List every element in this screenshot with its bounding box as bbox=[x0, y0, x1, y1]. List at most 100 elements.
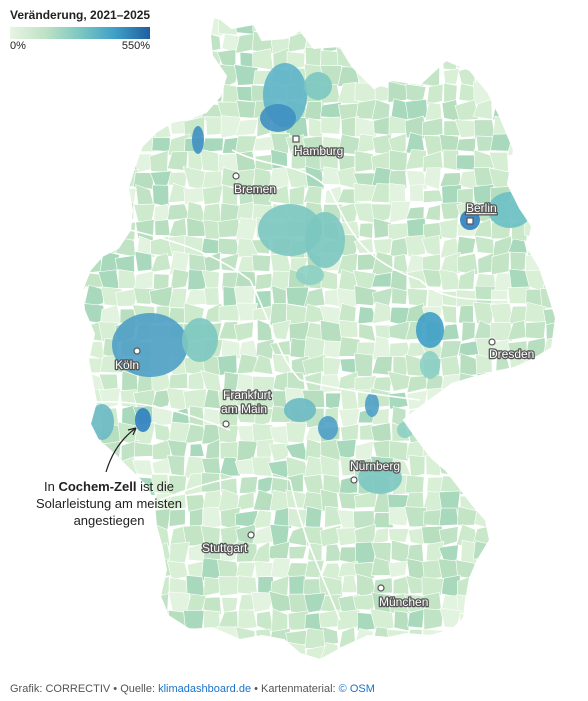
district-region bbox=[0, 253, 16, 270]
district-region bbox=[82, 217, 105, 239]
district-region bbox=[388, 391, 409, 410]
high-growth-region bbox=[304, 72, 332, 100]
district-region bbox=[508, 474, 530, 494]
district-region bbox=[31, 306, 53, 323]
district-region bbox=[405, 14, 428, 18]
district-region bbox=[186, 217, 207, 237]
district-region bbox=[83, 341, 106, 361]
district-region bbox=[133, 97, 157, 120]
district-region bbox=[491, 424, 512, 443]
district-region bbox=[83, 593, 104, 615]
district-region bbox=[137, 642, 155, 660]
district-region bbox=[408, 454, 426, 478]
district-region bbox=[54, 343, 71, 358]
district-region bbox=[201, 137, 224, 153]
district-region bbox=[0, 476, 18, 495]
district-region bbox=[472, 575, 494, 598]
district-region bbox=[511, 117, 530, 136]
district-region bbox=[335, 439, 357, 462]
district-region bbox=[320, 661, 342, 679]
district-region bbox=[356, 641, 376, 660]
district-region bbox=[442, 390, 458, 409]
district-region bbox=[491, 289, 509, 305]
district-region bbox=[509, 643, 527, 660]
district-region bbox=[509, 370, 530, 394]
source-link[interactable]: klimadashboard.de bbox=[158, 683, 252, 695]
district-region bbox=[0, 529, 15, 543]
district-region bbox=[507, 66, 530, 85]
district-region bbox=[82, 98, 88, 122]
district-region bbox=[490, 321, 513, 342]
city-dot-icon bbox=[488, 338, 496, 346]
district-region bbox=[541, 661, 561, 680]
high-growth-region bbox=[416, 312, 444, 348]
district-region bbox=[338, 408, 361, 427]
district-region bbox=[490, 372, 513, 394]
district-region bbox=[543, 405, 556, 428]
district-region bbox=[507, 103, 531, 121]
high-growth-region bbox=[318, 416, 338, 440]
district-region bbox=[14, 647, 36, 666]
district-region bbox=[254, 290, 272, 310]
osm-link[interactable]: © OSM bbox=[338, 683, 375, 695]
district-region bbox=[473, 386, 495, 410]
district-region bbox=[165, 14, 188, 21]
district-region bbox=[15, 697, 34, 701]
district-region bbox=[529, 387, 548, 409]
district-region bbox=[52, 16, 69, 33]
district-region bbox=[337, 18, 357, 34]
district-region bbox=[98, 14, 119, 34]
district-region bbox=[438, 507, 460, 527]
district-region bbox=[471, 50, 496, 72]
district-region bbox=[269, 14, 288, 20]
district-region bbox=[118, 645, 138, 660]
high-growth-region bbox=[192, 126, 204, 154]
district-region bbox=[51, 424, 68, 441]
district-region bbox=[320, 438, 341, 462]
district-region bbox=[489, 642, 509, 660]
district-region bbox=[234, 118, 259, 137]
district-region bbox=[490, 627, 512, 648]
district-region bbox=[422, 150, 444, 173]
district-region bbox=[235, 168, 256, 186]
district-region bbox=[82, 17, 87, 33]
district-region bbox=[99, 171, 123, 189]
annotation-suffix: ist die Solarleistung am meisten angesti… bbox=[36, 479, 182, 528]
district-region bbox=[220, 253, 240, 272]
district-region bbox=[406, 628, 423, 650]
district-region bbox=[50, 204, 70, 222]
district-region bbox=[48, 150, 68, 170]
district-region bbox=[526, 134, 544, 151]
district-region bbox=[323, 340, 343, 358]
district-region bbox=[82, 135, 86, 156]
district-region bbox=[99, 31, 122, 53]
district-region bbox=[53, 305, 66, 324]
district-region bbox=[423, 167, 442, 190]
district-region bbox=[84, 626, 104, 648]
district-region bbox=[527, 545, 547, 563]
district-region bbox=[559, 0, 577, 15]
district-region bbox=[186, 694, 206, 701]
district-region bbox=[559, 693, 580, 701]
district-region bbox=[525, 14, 545, 20]
district-region bbox=[387, 80, 411, 103]
district-region bbox=[320, 319, 343, 344]
district-region bbox=[33, 645, 54, 664]
district-region bbox=[456, 236, 477, 256]
district-region bbox=[152, 48, 172, 71]
district-region bbox=[0, 405, 15, 427]
district-region bbox=[372, 376, 393, 392]
district-region bbox=[455, 444, 475, 459]
district-region bbox=[522, 184, 546, 207]
district-region bbox=[541, 235, 556, 259]
district-region bbox=[474, 442, 494, 460]
district-region bbox=[574, 87, 588, 104]
district-region bbox=[82, 98, 103, 122]
city-dot-icon bbox=[133, 347, 141, 355]
district-region bbox=[204, 438, 220, 461]
district-region bbox=[270, 253, 293, 274]
district-region bbox=[422, 423, 445, 443]
district-region bbox=[15, 543, 31, 561]
district-region bbox=[166, 560, 189, 580]
district-region bbox=[184, 14, 207, 19]
